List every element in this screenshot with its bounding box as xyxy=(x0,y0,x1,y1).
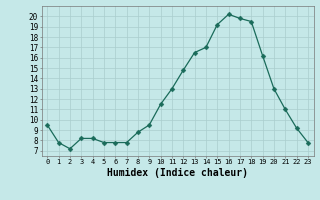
X-axis label: Humidex (Indice chaleur): Humidex (Indice chaleur) xyxy=(107,168,248,178)
